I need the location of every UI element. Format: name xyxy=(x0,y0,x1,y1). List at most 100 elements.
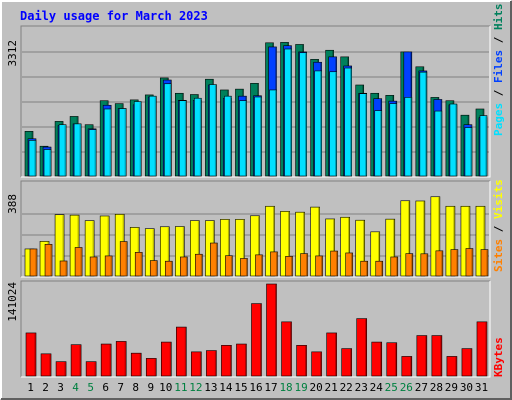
bar-sites xyxy=(29,248,38,277)
x-tick-label: 28 xyxy=(430,381,443,394)
x-tick-label: 29 xyxy=(445,381,458,394)
bar-kbytes xyxy=(266,283,277,377)
bar-kbytes xyxy=(311,351,322,377)
x-tick-label: 31 xyxy=(475,381,488,394)
bar-sites xyxy=(104,255,113,277)
x-tick-label: 17 xyxy=(264,381,277,394)
x-tick-label: 23 xyxy=(355,381,368,394)
bar-kbytes xyxy=(85,361,97,377)
bar-visits xyxy=(415,200,426,277)
bar-sites xyxy=(330,250,338,277)
bar-sites xyxy=(44,243,53,277)
bar-sites xyxy=(255,254,263,277)
bar-pages xyxy=(88,129,97,177)
y-max-label: 3312 xyxy=(6,40,19,67)
bar-visits xyxy=(175,226,185,277)
bar-visits xyxy=(99,215,110,277)
bar-visits xyxy=(310,206,320,277)
bar-kbytes xyxy=(176,326,187,377)
bar-kbytes xyxy=(371,341,383,377)
bar-pages xyxy=(449,103,458,177)
bar-pages xyxy=(419,71,428,177)
bar-sites xyxy=(195,253,203,277)
bar-sites xyxy=(345,252,353,277)
bar-kbytes xyxy=(206,350,217,377)
bar-kbytes xyxy=(130,352,142,377)
bar-visits xyxy=(385,218,396,277)
bar-visits xyxy=(280,211,290,277)
bar-kbytes xyxy=(221,345,232,377)
bar-pages xyxy=(299,52,307,177)
bar-visits xyxy=(430,196,441,277)
bar-sites xyxy=(285,256,293,277)
side-legend-part: KBytes xyxy=(492,337,505,377)
bar-visits xyxy=(190,220,200,277)
bar-pages xyxy=(269,89,277,177)
x-tick-label: 11 xyxy=(174,381,187,394)
bar-sites xyxy=(435,250,444,277)
x-tick-label: 13 xyxy=(204,381,217,394)
bar-pages xyxy=(209,84,217,177)
bar-sites xyxy=(420,253,429,277)
bar-sites xyxy=(225,255,233,277)
bar-visits xyxy=(159,226,170,277)
bar-sites xyxy=(74,247,83,277)
bar-kbytes xyxy=(446,356,458,377)
chart-title: Daily usage for March 2023 xyxy=(20,9,208,23)
x-tick-label: 18 xyxy=(279,381,292,394)
bar-kbytes xyxy=(145,358,157,377)
bar-sites xyxy=(210,242,218,277)
bar-sites xyxy=(375,260,384,277)
x-tick-label: 10 xyxy=(159,381,172,394)
bar-kbytes xyxy=(386,342,398,377)
side-legend-part: / xyxy=(492,83,505,103)
y-max-label: 388 xyxy=(6,194,19,214)
bar-visits xyxy=(129,227,140,277)
x-tick-label: 30 xyxy=(460,381,473,394)
x-tick-label: 12 xyxy=(189,381,202,394)
bar-pages xyxy=(133,101,142,177)
bar-pages xyxy=(284,48,292,177)
side-legend-part: Files xyxy=(492,50,505,83)
bar-visits xyxy=(295,211,305,277)
x-tick-label: 3 xyxy=(57,381,64,394)
x-tick-label: 15 xyxy=(234,381,247,394)
bar-pages xyxy=(103,108,112,177)
bar-kbytes xyxy=(431,335,443,377)
bar-pages xyxy=(118,108,127,177)
x-tick-label: 25 xyxy=(385,381,398,394)
bar-kbytes xyxy=(115,341,127,377)
bar-pages xyxy=(239,100,247,177)
bar-pages xyxy=(73,123,82,177)
bar-pages xyxy=(224,95,232,177)
bar-visits xyxy=(475,205,486,277)
x-tick-label: 21 xyxy=(325,381,338,394)
x-tick-label: 1 xyxy=(27,381,34,394)
bar-visits xyxy=(325,218,335,277)
x-tick-label: 7 xyxy=(117,381,124,394)
bar-kbytes xyxy=(251,303,262,377)
bar-pages xyxy=(344,67,352,177)
bar-pages xyxy=(28,140,37,177)
bar-pages xyxy=(163,83,172,177)
x-tick-label: 20 xyxy=(310,381,323,394)
bar-visits xyxy=(355,219,366,277)
bar-kbytes xyxy=(100,343,112,377)
bar-kbytes xyxy=(356,318,368,377)
bar-kbytes xyxy=(70,344,82,377)
bar-kbytes xyxy=(55,361,67,377)
bar-pages xyxy=(479,115,488,177)
side-legend-label: KBytes xyxy=(492,337,505,377)
bar-sites xyxy=(390,256,399,277)
bar-sites xyxy=(149,260,158,277)
bar-kbytes xyxy=(236,343,247,377)
bar-kbytes xyxy=(25,332,37,377)
bar-pages xyxy=(464,127,473,177)
bar-sites xyxy=(270,251,278,277)
bar-sites xyxy=(180,256,188,277)
bar-sites xyxy=(465,248,474,277)
